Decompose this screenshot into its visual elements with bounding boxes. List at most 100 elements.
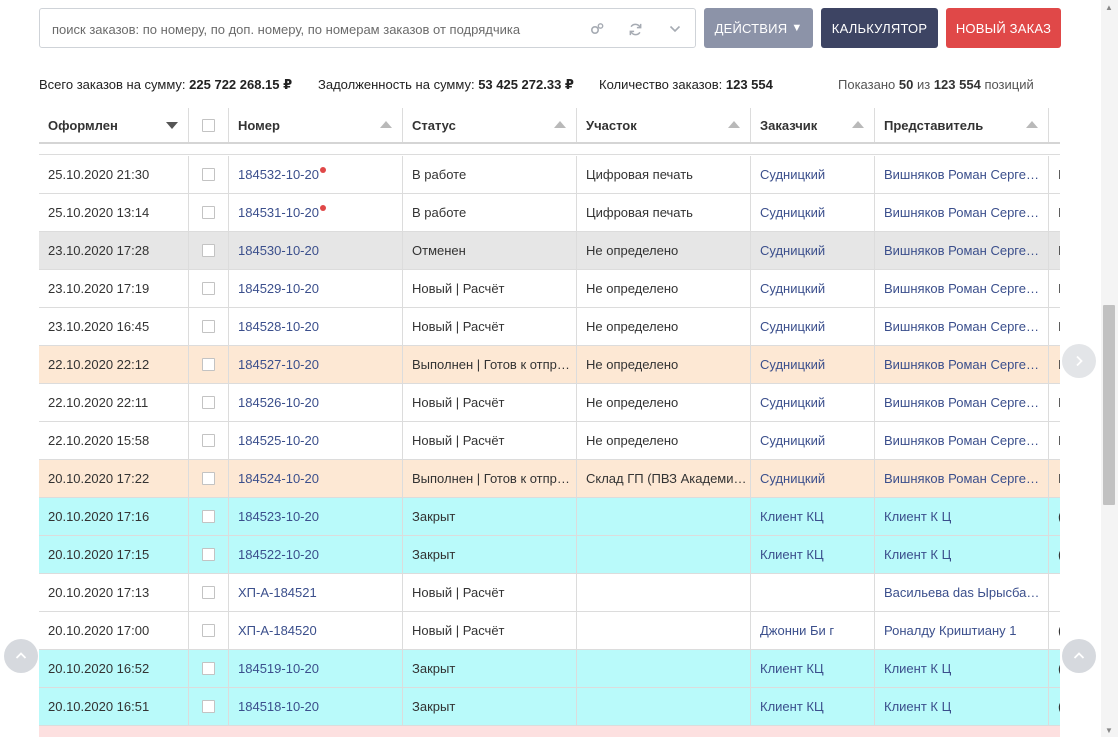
order-number-link[interactable]: 184524-10-20 [238, 471, 319, 486]
chevron-down-icon[interactable] [664, 18, 686, 40]
customer-link[interactable]: Клиент КЦ [760, 661, 824, 676]
representative-link[interactable]: Клиент К Ц [884, 509, 952, 524]
representative-link[interactable]: Роналду Криштиану 1 [884, 623, 1017, 638]
table-row[interactable]: 20.10.2020 17:00 ХП-А-184520 Новый | Расчё… [39, 612, 1060, 650]
order-number-link[interactable]: 184525-10-20 [238, 433, 319, 448]
row-checkbox[interactable] [202, 206, 215, 219]
representative-link[interactable]: Вишняков Роман Серге… [884, 471, 1039, 486]
table-row[interactable]: 20.10.2020 16:52 184519-10-20 Закрыт Клиент… [39, 650, 1060, 688]
customer-link[interactable]: Клиент КЦ [760, 509, 824, 524]
order-number-link[interactable]: 184530-10-20 [238, 243, 319, 258]
representative-link[interactable]: Вишняков Роман Серге… [884, 167, 1039, 182]
table-row-partial[interactable] [39, 726, 1060, 737]
table-row[interactable]: 20.10.2020 17:13 ХП-А-184521 Новый | Расчё… [39, 574, 1060, 612]
table-row[interactable]: 23.10.2020 16:45 184528-10-20 Новый | Расч… [39, 308, 1060, 346]
table-row[interactable]: 20.10.2020 17:22 184524-10-20 Выполнен | Г… [39, 460, 1060, 498]
order-number-link[interactable]: 184526-10-20 [238, 395, 319, 410]
customer-link[interactable]: Джонни Би г [760, 623, 835, 638]
table-row[interactable]: 22.10.2020 22:11 184526-10-20 Новый | Расч… [39, 384, 1060, 422]
customer-link[interactable]: Судницкий [760, 281, 826, 296]
order-number-link[interactable]: 184531-10-20 [238, 205, 319, 220]
customer-link[interactable]: Судницкий [760, 167, 826, 182]
cell-status: Закрыт [403, 498, 577, 535]
customer-link[interactable]: Судницкий [760, 471, 826, 486]
order-number-link[interactable]: 184518-10-20 [238, 699, 319, 714]
table-row[interactable]: 23.10.2020 17:19 184529-10-20 Новый | Расч… [39, 270, 1060, 308]
scroll-right-button[interactable] [1062, 344, 1096, 378]
row-checkbox[interactable] [202, 282, 215, 295]
customer-link[interactable]: Судницкий [760, 395, 826, 410]
row-checkbox[interactable] [202, 168, 215, 181]
table-row[interactable]: 23.10.2020 17:28 184530-10-20 Отменен Не оп… [39, 232, 1060, 270]
order-number-link[interactable]: ХП-А-184520 [238, 623, 317, 638]
table-row[interactable]: 20.10.2020 16:51 184518-10-20 Закрыт Клиент… [39, 688, 1060, 726]
table-row[interactable]: 22.10.2020 15:58 184525-10-20 Новый | Расч… [39, 422, 1060, 460]
table-row[interactable]: 25.10.2020 21:30 184532-10-20 В работе Цифр… [39, 156, 1060, 194]
order-number-link[interactable]: 184523-10-20 [238, 509, 319, 524]
row-checkbox[interactable] [202, 472, 215, 485]
search-settings-icon[interactable] [586, 18, 608, 40]
cell-area: Цифровая печать [577, 194, 751, 231]
representative-link[interactable]: Васильева das Ырысба… [884, 585, 1040, 600]
scroll-up-arrow-icon[interactable]: ▲ [1105, 2, 1113, 12]
customer-link[interactable]: Клиент КЦ [760, 699, 824, 714]
representative-link[interactable]: Вишняков Роман Серге… [884, 243, 1039, 258]
representative-link[interactable]: Клиент К Ц [884, 699, 952, 714]
header-status[interactable]: Статус [403, 108, 577, 142]
header-number[interactable]: Номер [229, 108, 403, 142]
order-number-link[interactable]: 184532-10-20 [238, 167, 319, 182]
header-ordered[interactable]: Оформлен [39, 108, 189, 142]
order-number-link[interactable]: 184528-10-20 [238, 319, 319, 334]
customer-link[interactable]: Судницкий [760, 357, 826, 372]
customer-link[interactable]: Клиент КЦ [760, 547, 824, 562]
customer-link[interactable]: Судницкий [760, 243, 826, 258]
customer-link[interactable]: Судницкий [760, 319, 826, 334]
representative-link[interactable]: Вишняков Роман Серге… [884, 281, 1039, 296]
order-number-link[interactable]: 184519-10-20 [238, 661, 319, 676]
row-checkbox[interactable] [202, 662, 215, 675]
representative-link[interactable]: Клиент К Ц [884, 547, 952, 562]
row-checkbox[interactable] [202, 434, 215, 447]
select-all-checkbox[interactable] [202, 118, 215, 132]
order-number-link[interactable]: 184527-10-20 [238, 357, 319, 372]
row-checkbox[interactable] [202, 624, 215, 637]
table-row[interactable]: 25.10.2020 13:14 184531-10-20 В работе Цифр… [39, 194, 1060, 232]
row-checkbox[interactable] [202, 358, 215, 371]
calculator-button[interactable]: КАЛЬКУЛЯТОР [821, 8, 938, 48]
refresh-icon[interactable] [624, 18, 646, 40]
cell-status: Закрыт [403, 688, 577, 725]
customer-link[interactable]: Судницкий [760, 205, 826, 220]
customer-link[interactable]: Судницкий [760, 433, 826, 448]
representative-link[interactable]: Вишняков Роман Серге… [884, 395, 1039, 410]
scroll-top-right-button[interactable] [1062, 639, 1096, 673]
row-checkbox[interactable] [202, 244, 215, 257]
representative-link[interactable]: Вишняков Роман Серге… [884, 319, 1039, 334]
page-scrollbar-thumb[interactable] [1103, 305, 1115, 505]
scroll-top-left-button[interactable] [4, 639, 38, 673]
representative-link[interactable]: Клиент К Ц [884, 661, 952, 676]
header-representative[interactable]: Представитель [875, 108, 1049, 142]
table-row[interactable]: 20.10.2020 17:16 184523-10-20 Закрыт Клиент… [39, 498, 1060, 536]
caret-down-icon: ▼ [791, 22, 803, 34]
search-input[interactable] [52, 18, 572, 40]
row-checkbox[interactable] [202, 396, 215, 409]
row-checkbox[interactable] [202, 510, 215, 523]
row-checkbox[interactable] [202, 548, 215, 561]
scroll-down-arrow-icon[interactable]: ▼ [1105, 725, 1113, 735]
representative-link[interactable]: Вишняков Роман Серге… [884, 357, 1039, 372]
order-number-link[interactable]: 184529-10-20 [238, 281, 319, 296]
row-checkbox[interactable] [202, 700, 215, 713]
table-row[interactable]: 22.10.2020 22:12 184527-10-20 Выполнен | Г… [39, 346, 1060, 384]
header-customer[interactable]: Заказчик [751, 108, 875, 142]
cell-number: 184524-10-20 [229, 460, 403, 497]
order-number-link[interactable]: ХП-А-184521 [238, 585, 317, 600]
header-area[interactable]: Участок [577, 108, 751, 142]
representative-link[interactable]: Вишняков Роман Серге… [884, 433, 1039, 448]
row-checkbox[interactable] [202, 320, 215, 333]
table-row[interactable]: 20.10.2020 17:15 184522-10-20 Закрыт Клиент… [39, 536, 1060, 574]
row-checkbox[interactable] [202, 586, 215, 599]
order-number-link[interactable]: 184522-10-20 [238, 547, 319, 562]
new-order-button[interactable]: НОВЫЙ ЗАКАЗ [946, 8, 1061, 48]
actions-button[interactable]: ДЕЙСТВИЯ ▼ [704, 8, 813, 48]
representative-link[interactable]: Вишняков Роман Серге… [884, 205, 1039, 220]
